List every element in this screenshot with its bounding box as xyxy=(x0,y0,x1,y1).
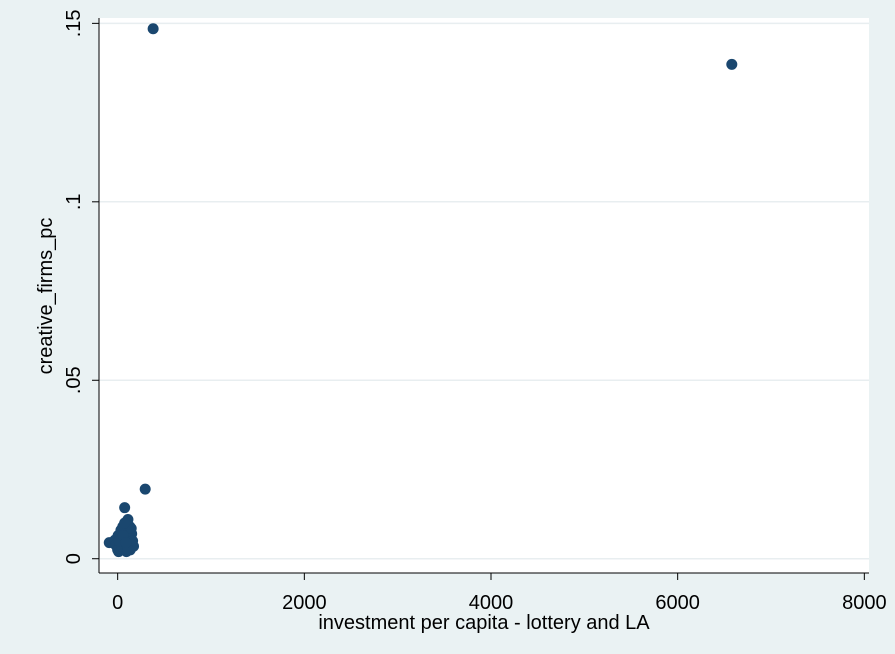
x-tick-label: 8000 xyxy=(842,592,887,614)
x-tick-label: 2000 xyxy=(282,592,327,614)
x-tick-label: 0 xyxy=(112,592,123,614)
x-axis-ticks: 0 2000 4000 6000 8000 xyxy=(112,573,887,614)
x-tick-label: 4000 xyxy=(469,592,514,614)
x-axis-title: investment per capita - lottery and LA xyxy=(318,612,650,634)
grid-lines xyxy=(99,22,869,560)
y-tick-label: .1 xyxy=(63,193,85,210)
plot-background xyxy=(99,18,869,573)
y-tick-label: 0 xyxy=(63,553,85,564)
data-point xyxy=(726,58,738,70)
data-point xyxy=(139,483,151,495)
y-tick-label: .15 xyxy=(63,9,85,37)
y-tick-label: .05 xyxy=(63,366,85,394)
data-points xyxy=(103,23,738,558)
y-axis-ticks: 0 .05 .1 .15 xyxy=(63,9,99,564)
y-axis-title: creative_firms_pc xyxy=(35,218,57,375)
data-point xyxy=(147,23,159,35)
data-point xyxy=(120,537,132,549)
data-point xyxy=(119,517,131,529)
x-tick-label: 6000 xyxy=(655,592,700,614)
data-point xyxy=(119,502,131,514)
